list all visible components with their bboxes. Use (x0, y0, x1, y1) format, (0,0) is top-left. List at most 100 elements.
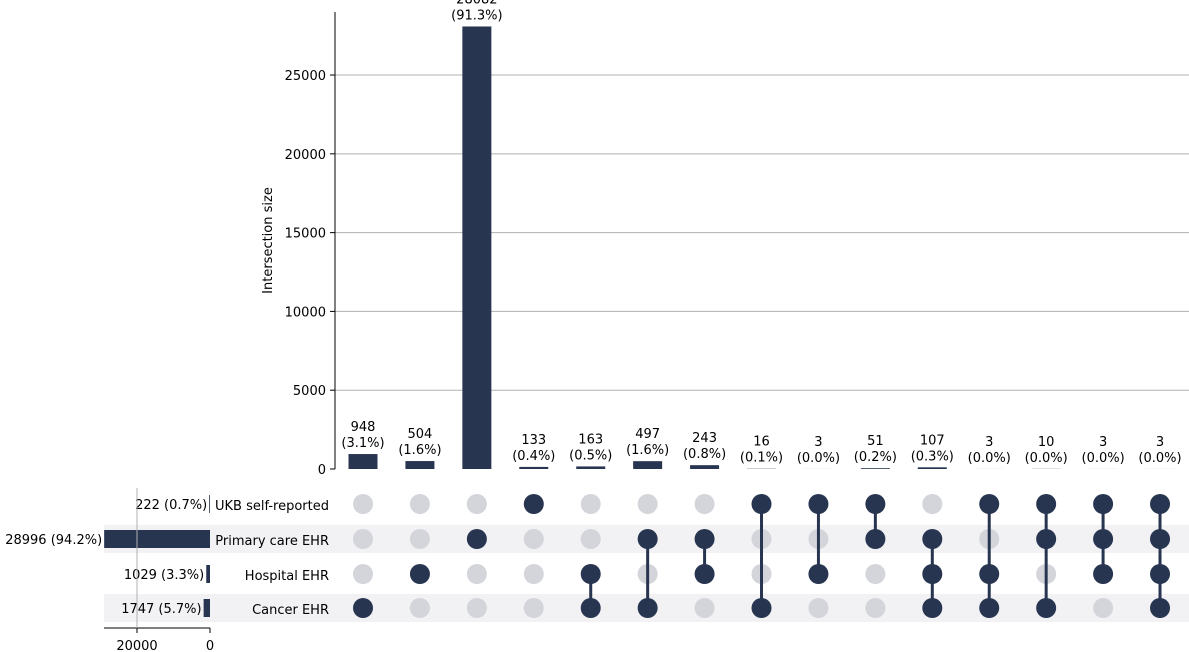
set-name-label: UKB self-reported (215, 499, 329, 514)
bar-value-label: 51 (867, 434, 884, 449)
bar-percent-label: (0.4%) (512, 449, 555, 464)
set-size-bar (209, 495, 210, 513)
matrix-dot-active (922, 564, 943, 584)
y-tick-label: 5000 (293, 384, 326, 399)
matrix-dot-inactive (466, 494, 487, 514)
matrix-dot-active (1093, 564, 1114, 584)
matrix-dot-inactive (466, 564, 487, 584)
set-name-label: Cancer EHR (252, 603, 329, 618)
y-axis-label: Intersection size (261, 187, 276, 294)
intersection-bar (405, 461, 435, 469)
matrix-dot-active (694, 529, 715, 549)
bar-value-label: 107 (920, 433, 945, 448)
matrix-dot-active (1150, 494, 1171, 514)
set-size-bar (104, 530, 210, 548)
y-tick-label: 0 (318, 463, 326, 478)
matrix-dot-active (1036, 598, 1057, 618)
bar-value-label: 28082 (456, 0, 497, 7)
matrix-dot-active (1150, 598, 1171, 618)
matrix-dot-active (808, 564, 829, 584)
set-size-label: 1747 (5.7%) (121, 602, 201, 617)
matrix-dot-inactive (409, 598, 430, 618)
matrix-dot-active (751, 494, 772, 514)
bar-percent-label: (0.8%) (683, 447, 726, 462)
matrix-dot-inactive (353, 564, 373, 584)
y-tick-label: 10000 (285, 305, 326, 320)
bar-value-label: 10 (1038, 435, 1055, 450)
matrix-dot-active (409, 564, 430, 584)
matrix-dot-inactive (523, 564, 544, 584)
bar-percent-label: (0.5%) (569, 448, 612, 463)
matrix-dot-active (637, 598, 658, 618)
matrix-dot-inactive (523, 529, 544, 549)
bar-value-label: 3 (814, 435, 822, 450)
matrix-dot-inactive (580, 529, 601, 549)
bar-value-label: 133 (521, 433, 546, 448)
intersection-bar (917, 467, 947, 469)
matrix-dot-inactive (523, 598, 544, 618)
bar-percent-label: (0.0%) (968, 451, 1011, 466)
matrix-dot-active (1093, 529, 1114, 549)
set-name-label: Hospital EHR (245, 569, 329, 584)
intersection-bar (348, 454, 378, 469)
matrix-dot-active (1093, 494, 1114, 514)
set-size-bar (206, 565, 210, 583)
matrix-dot-active (865, 494, 886, 514)
y-tick-label: 20000 (285, 148, 326, 163)
matrix-dot-active (580, 598, 601, 618)
intersection-bar (519, 466, 549, 469)
matrix-dot-active (1036, 494, 1057, 514)
bar-value-label: 497 (635, 427, 660, 442)
matrix-dot-inactive (580, 494, 601, 514)
matrix-dot-active (808, 494, 829, 514)
bar-percent-label: (0.2%) (854, 450, 897, 465)
bar-percent-label: (91.3%) (451, 8, 502, 23)
matrix-dot-inactive (865, 598, 886, 618)
matrix-dot-active (922, 529, 943, 549)
bar-percent-label: (1.6%) (398, 443, 441, 458)
bar-value-label: 3 (1156, 435, 1164, 450)
matrix-dot-inactive (409, 494, 430, 514)
bar-percent-label: (1.6%) (626, 443, 669, 458)
bar-percent-label: (0.0%) (1025, 451, 1068, 466)
matrix-dot-active (751, 598, 772, 618)
bar-value-label: 3 (985, 435, 993, 450)
matrix-dot-active (979, 598, 1000, 618)
bar-percent-label: (0.1%) (740, 451, 783, 466)
matrix-dot-inactive (922, 494, 943, 514)
matrix-dot-inactive (865, 564, 886, 584)
matrix-dot-inactive (637, 494, 658, 514)
y-tick-label: 25000 (285, 69, 326, 84)
matrix-dot-inactive (808, 598, 829, 618)
matrix-dot-active (979, 564, 1000, 584)
matrix-dot-active (1150, 564, 1171, 584)
set-name-label: Primary care EHR (215, 534, 329, 549)
matrix-dot-active (466, 529, 487, 549)
bar-value-label: 504 (408, 427, 433, 442)
y-tick-label: 15000 (285, 227, 326, 242)
matrix-dot-active (637, 529, 658, 549)
matrix-dot-inactive (1093, 598, 1114, 618)
intersection-bar (576, 466, 606, 469)
bar-value-label: 16 (753, 435, 770, 450)
set-size-tick-label: 0 (206, 639, 214, 652)
matrix-dot-active (1150, 529, 1171, 549)
set-size-label: 28996 (94.2%) (5, 533, 102, 548)
set-size-bar (203, 599, 210, 617)
matrix-dot-active (865, 529, 886, 549)
set-size-label: 1029 (3.3%) (124, 568, 204, 583)
intersection-bar (860, 468, 890, 469)
bar-value-label: 243 (692, 431, 717, 446)
bar-percent-label: (0.0%) (797, 451, 840, 466)
matrix-dot-inactive (466, 598, 487, 618)
matrix-dot-inactive (353, 494, 373, 514)
matrix-dot-active (979, 494, 1000, 514)
matrix-dot-inactive (694, 494, 715, 514)
set-size-tick-label: 20000 (116, 639, 157, 652)
bar-value-label: 163 (578, 432, 603, 447)
bar-percent-label: (3.1%) (341, 436, 384, 451)
intersection-bar (690, 465, 720, 469)
bar-value-label: 3 (1099, 435, 1107, 450)
matrix-dot-active (922, 598, 943, 618)
set-size-label: 222 (0.7%) (135, 498, 207, 513)
